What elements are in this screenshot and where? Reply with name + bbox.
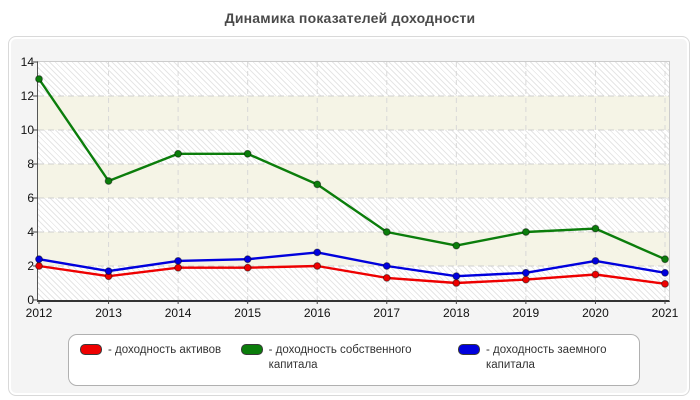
series-line-2 [38, 251, 666, 278]
y-axis-label: 2 [27, 259, 34, 273]
data-point [243, 149, 252, 158]
data-point [35, 75, 43, 83]
data-point [591, 224, 600, 233]
data-point [591, 270, 600, 279]
data-point [452, 279, 461, 287]
x-axis-label: 2014 [164, 306, 192, 320]
data-point [382, 228, 391, 236]
data-point [35, 255, 43, 264]
legend: - доходность активов - доходность собств… [68, 334, 640, 386]
data-point [104, 267, 113, 276]
series-line-1 [38, 78, 666, 261]
x-axis-label: 2013 [95, 306, 122, 320]
legend-item-debt: - доходность заемного капитала [457, 343, 628, 373]
data-point [452, 272, 461, 281]
data-point [243, 263, 252, 272]
y-axis-label: 10 [20, 123, 34, 137]
data-point [521, 268, 530, 277]
plot-area [33, 61, 670, 304]
x-axis-label: 2021 [651, 306, 679, 320]
data-point [313, 180, 322, 189]
data-point [661, 279, 669, 288]
y-axis-label: 6 [27, 191, 34, 205]
y-axis-label: 4 [27, 225, 34, 239]
legend-item-assets: - доходность активов [80, 343, 221, 358]
data-point [591, 257, 600, 265]
data-point [521, 228, 530, 236]
y-axis-label: 12 [20, 89, 34, 103]
y-axis-label: 8 [27, 157, 34, 171]
data-point [174, 263, 183, 272]
legend-label-assets: - доходность активов [108, 344, 222, 356]
x-axis-label: 2017 [373, 306, 401, 320]
y-axis-label: 0 [27, 293, 34, 307]
chart-plot [33, 61, 669, 304]
data-point [174, 257, 183, 265]
legend-swatch-red [80, 344, 102, 355]
data-point [243, 255, 252, 264]
x-axis-label: 2019 [512, 306, 540, 320]
data-point [661, 255, 669, 264]
data-point [452, 241, 461, 250]
legend-swatch-blue [457, 344, 480, 355]
data-point [382, 274, 391, 282]
chart-title: Динамика показателей доходности [224, 10, 476, 26]
legend-swatch-green [240, 344, 263, 355]
x-axis-label: 2018 [442, 306, 470, 320]
series-line-0 [38, 264, 666, 286]
data-point [174, 149, 183, 158]
data-point [382, 262, 391, 270]
x-axis-label: 2016 [303, 306, 331, 320]
data-point [661, 268, 669, 277]
x-axis-label: 2012 [25, 306, 53, 320]
legend-label-equity: - доходность собственного капитала [268, 344, 412, 371]
data-point [313, 262, 322, 270]
data-point [313, 248, 322, 257]
y-axis-label: 14 [20, 55, 34, 69]
x-axis-label: 2020 [582, 306, 609, 320]
data-point [521, 275, 530, 284]
data-point [35, 262, 43, 270]
x-axis-label: 2015 [234, 306, 261, 320]
legend-label-debt: - доходность заемного капитала [485, 344, 607, 371]
legend-item-equity: - доходность собственного капитала [240, 343, 439, 373]
chart-panel: 0 2 4 6 8 10 12 14 2012 2013 2014 2015 2016 2017 2018… [8, 36, 690, 396]
data-point [104, 177, 113, 185]
